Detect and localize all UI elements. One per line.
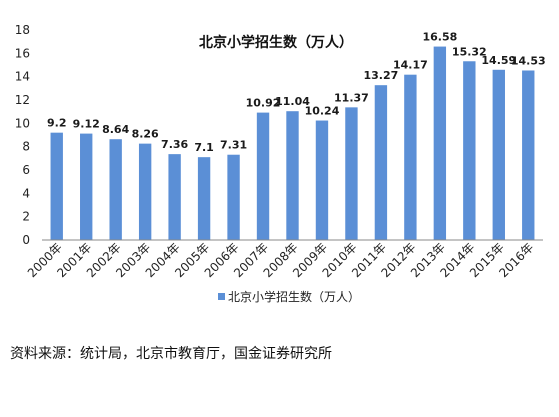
bar xyxy=(80,133,93,240)
y-tick-label: 14 xyxy=(15,70,30,84)
bar xyxy=(433,46,447,240)
data-label: 7.1 xyxy=(194,141,214,154)
chart-container: 0 2 4 6 8 10 12 14 16 18 9.2 9.12 8.64 8.26 7.36 7.1 7.… xyxy=(15,23,546,304)
data-label: 11.04 xyxy=(275,95,310,108)
bar xyxy=(463,61,476,241)
bar xyxy=(109,139,122,240)
y-tick-label: 4 xyxy=(22,186,30,200)
bar xyxy=(197,157,211,240)
data-label: 10.92 xyxy=(246,97,281,110)
bar xyxy=(522,70,535,240)
data-label: 15.32 xyxy=(452,45,487,58)
bar xyxy=(286,111,299,240)
data-label: 16.58 xyxy=(422,31,457,44)
y-tick-label: 6 xyxy=(22,163,30,177)
y-tick-label: 18 xyxy=(15,23,30,37)
data-label: 14.17 xyxy=(393,59,428,72)
y-tick-label: 2 xyxy=(22,210,30,224)
bar xyxy=(138,143,152,240)
data-label: 7.31 xyxy=(220,139,247,152)
legend-swatch xyxy=(218,293,225,300)
y-tick-label: 12 xyxy=(15,93,30,107)
data-label: 13.27 xyxy=(364,69,399,82)
bar xyxy=(315,120,329,240)
data-label: 7.36 xyxy=(161,138,188,151)
legend: 北京小学招生数（万人） xyxy=(218,289,360,304)
bar xyxy=(50,132,63,240)
legend-label: 北京小学招生数（万人） xyxy=(228,289,360,304)
data-label: 8.64 xyxy=(102,123,129,136)
data-label: 14.53 xyxy=(511,54,546,67)
data-label: 9.12 xyxy=(73,118,100,131)
bar xyxy=(404,74,417,240)
y-tick-label: 8 xyxy=(22,140,30,154)
bar xyxy=(492,69,505,241)
data-label: 8.26 xyxy=(132,128,159,141)
data-label: 9.2 xyxy=(47,117,67,130)
bar xyxy=(168,154,181,240)
data-label: 10.24 xyxy=(305,105,340,118)
y-tick-label: 0 xyxy=(22,233,30,247)
bar xyxy=(256,112,270,240)
source-note: 资料来源：统计局，北京市教育厅，国金证券研究所 xyxy=(10,346,332,362)
data-label: 11.37 xyxy=(334,91,369,104)
bar-chart: 0 2 4 6 8 10 12 14 16 18 9.2 9.12 8.64 8.267.36 7.1 7.… xyxy=(15,23,546,304)
bar xyxy=(227,154,240,240)
data-label: 14.59 xyxy=(481,54,516,67)
bar xyxy=(374,85,388,240)
y-tick-label: 16 xyxy=(15,46,30,60)
bar xyxy=(345,107,358,240)
chart-title: 北京小学招生数（万人） xyxy=(199,34,353,51)
y-tick-label: 10 xyxy=(15,116,30,130)
